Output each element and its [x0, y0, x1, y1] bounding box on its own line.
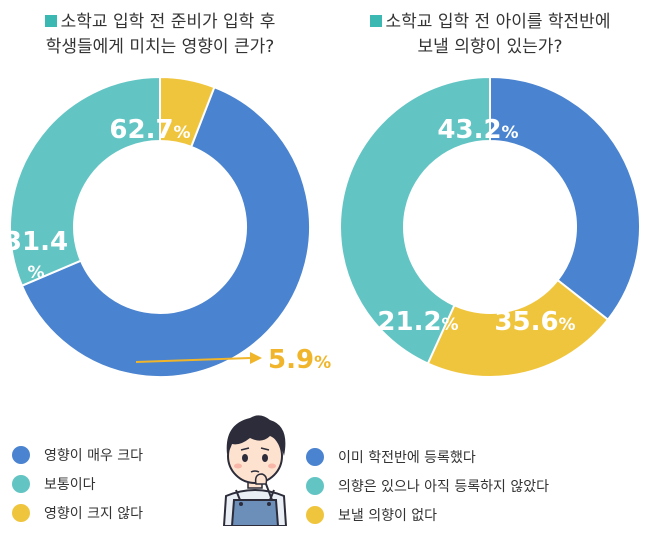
legend-swatch — [12, 474, 30, 493]
legend-swatch — [306, 447, 324, 466]
legend-swatch — [306, 505, 324, 524]
legend-item: 이미 학전반에 등록했다 — [306, 442, 549, 471]
legend-label: 이미 학전반에 등록했다 — [338, 449, 476, 466]
title-marker-icon — [44, 15, 57, 27]
legend-label: 의향은 있으나 아직 등록하지 않았다 — [338, 478, 549, 495]
boy-illustration — [222, 415, 288, 526]
callout-arrowhead — [250, 352, 262, 364]
data-label-unit: % — [27, 263, 44, 283]
chart-title-left-line1: 소학교 입학 전 준비가 입학 후 — [60, 12, 276, 32]
donut-slice — [489, 75, 641, 322]
data-label: 31.4 — [4, 227, 68, 257]
title-marker-icon — [369, 15, 382, 27]
donut-slice — [9, 75, 161, 288]
legend-item: 보통이다 — [12, 469, 143, 498]
legend-swatch — [306, 476, 324, 495]
donut-chart-right: 35.6%43.2%21.2% — [339, 75, 641, 378]
legend-item: 영향이 매우 크다 — [12, 440, 143, 469]
chart-title-right: 소학교 입학 전 아이를 학전반에 보낼 의향이 있는가? — [330, 10, 650, 60]
legend-item: 보낼 의향이 없다 — [306, 500, 549, 529]
legend-label: 영향이 매우 크다 — [44, 447, 144, 464]
donut-slice — [159, 75, 216, 149]
data-label: 21.2% — [377, 307, 458, 337]
callout-arrow — [135, 357, 251, 363]
chart-title-right-line2: 보낼 의향이 있는가? — [417, 37, 563, 57]
donut-slice — [339, 75, 491, 365]
legend-label: 영향이 크지 않다 — [44, 505, 144, 522]
legend-label: 보낼 의향이 없다 — [338, 507, 438, 524]
chart-title-right-line1: 소학교 입학 전 아이를 학전반에 — [385, 12, 611, 32]
donut-chart-left: 62.7%31.4%5.9% — [4, 75, 331, 378]
donut-slice — [426, 278, 610, 378]
chart-title-left: 소학교 입학 전 준비가 입학 후 학생들에게 미치는 영향이 큰가? — [0, 10, 320, 60]
legend-swatch — [12, 503, 30, 522]
data-label: 5.9% — [268, 345, 331, 375]
donut-slice — [20, 85, 311, 378]
legend-swatch — [12, 445, 30, 464]
legend-label: 보통이다 — [44, 476, 96, 493]
legend-item: 의향은 있으나 아직 등록하지 않았다 — [306, 471, 549, 500]
chart-title-left-line2: 학생들에게 미치는 영향이 큰가? — [45, 37, 275, 57]
legend-item: 영향이 크지 않다 — [12, 498, 143, 527]
